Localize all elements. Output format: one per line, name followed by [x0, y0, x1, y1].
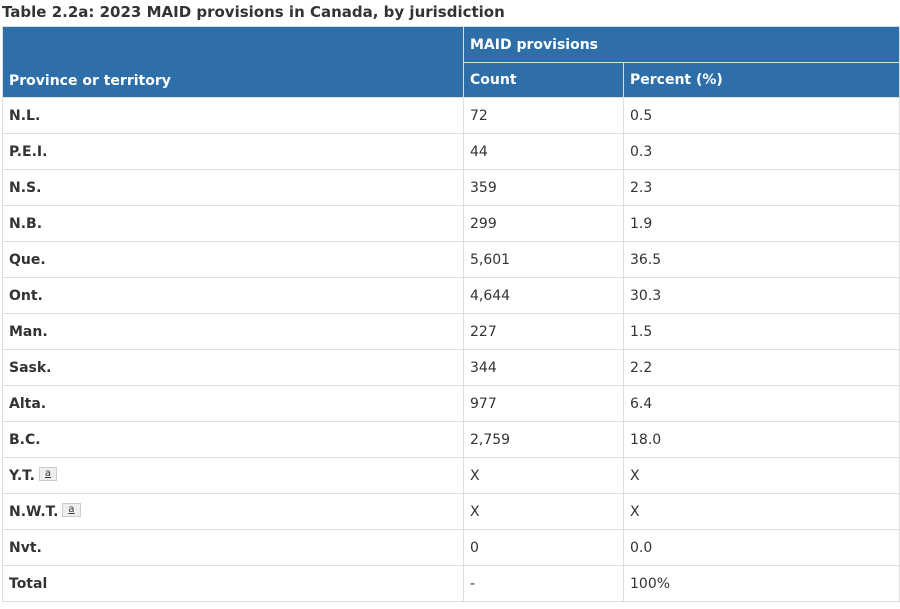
jurisdiction-label: Alta.	[9, 395, 47, 412]
cell-percent: X	[623, 457, 900, 494]
row-jurisdiction: N.L.	[2, 97, 464, 134]
cell-count: 0	[463, 529, 624, 566]
cell-count: -	[463, 565, 624, 602]
cell-count: 44	[463, 133, 624, 170]
cell-count: 977	[463, 385, 624, 422]
table-body: N.L. 72 0.5 P.E.I. 44 0.3 N.S. 359 2.3 N.B. 299 1.9…	[2, 97, 900, 602]
cell-percent: 30.3	[623, 277, 900, 314]
table-row: Que. 5,601 36.5	[2, 241, 900, 278]
footnote-link[interactable]: a	[62, 503, 81, 517]
row-jurisdiction: Alta.	[2, 385, 464, 422]
table-caption: Table 2.2a: 2023 MAID provisions in Cana…	[2, 3, 505, 21]
table-row: Nvt. 0 0.0	[2, 529, 900, 566]
row-jurisdiction: Man.	[2, 313, 464, 350]
cell-percent: 36.5	[623, 241, 900, 278]
row-jurisdiction: N.B.	[2, 205, 464, 242]
jurisdiction-label: Ont.	[9, 287, 43, 304]
cell-count: 359	[463, 169, 624, 206]
cell-percent: 0.3	[623, 133, 900, 170]
header-percent: Percent (%)	[623, 62, 900, 98]
jurisdiction-label: B.C.	[9, 431, 41, 448]
table-row: Total -100%	[2, 565, 900, 602]
row-jurisdiction: Y.T. a	[2, 457, 464, 494]
row-jurisdiction: Ont.	[2, 277, 464, 314]
header-count: Count	[463, 62, 624, 98]
cell-count: 299	[463, 205, 624, 242]
header-province-label: Province or territory	[9, 73, 171, 89]
cell-percent: 2.3	[623, 169, 900, 206]
cell-percent: 1.5	[623, 313, 900, 350]
row-jurisdiction: Nvt.	[2, 529, 464, 566]
maid-provisions-table: Province or territory MAID provisions Co…	[2, 26, 900, 602]
cell-percent: 18.0	[623, 421, 900, 458]
table-row: N.W.T. a X X	[2, 493, 900, 530]
jurisdiction-label: N.S.	[9, 179, 42, 196]
jurisdiction-label: Y.T.	[9, 468, 35, 484]
row-jurisdiction: Total	[2, 565, 464, 602]
cell-count: X	[463, 493, 624, 530]
row-jurisdiction: B.C.	[2, 421, 464, 458]
table-row: P.E.I. 44 0.3	[2, 133, 900, 170]
cell-count: 227	[463, 313, 624, 350]
table-row: B.C. 2,759 18.0	[2, 421, 900, 458]
table-row: N.B. 299 1.9	[2, 205, 900, 242]
row-jurisdiction: P.E.I.	[2, 133, 464, 170]
footnote-link[interactable]: a	[38, 467, 58, 481]
table-row: Man. 227 1.5	[2, 313, 900, 350]
table-row: Alta. 977 6.4	[2, 385, 900, 422]
cell-count: X	[463, 457, 624, 494]
cell-count: 344	[463, 349, 624, 386]
cell-count: 4,644	[463, 277, 624, 314]
jurisdiction-label: Sask.	[9, 359, 52, 376]
cell-percent: 0.0	[623, 529, 900, 566]
header-group: MAID provisions	[463, 26, 900, 63]
cell-percent: 100%	[623, 565, 900, 602]
jurisdiction-label: N.B.	[9, 215, 43, 232]
cell-percent: 1.9	[623, 205, 900, 242]
row-jurisdiction: Que.	[2, 241, 464, 278]
cell-count: 2,759	[463, 421, 624, 458]
table-row: Sask. 344 2.2	[2, 349, 900, 386]
row-jurisdiction: N.S.	[2, 169, 464, 206]
row-jurisdiction: N.W.T. a	[2, 493, 464, 530]
jurisdiction-label: N.W.T.	[9, 504, 59, 520]
table-row: Y.T. a X X	[2, 457, 900, 494]
header-province: Province or territory	[2, 26, 464, 98]
jurisdiction-label: P.E.I.	[9, 143, 48, 160]
cell-count: 72	[463, 97, 624, 134]
jurisdiction-label: Man.	[9, 323, 48, 340]
cell-percent: 6.4	[623, 385, 900, 422]
cell-percent: X	[623, 493, 900, 530]
jurisdiction-label: Total	[9, 575, 48, 592]
jurisdiction-label: Que.	[9, 251, 46, 268]
cell-count: 5,601	[463, 241, 624, 278]
row-jurisdiction: Sask.	[2, 349, 464, 386]
table-row: N.S. 359 2.3	[2, 169, 900, 206]
cell-percent: 0.5	[623, 97, 900, 134]
jurisdiction-label: Nvt.	[9, 539, 42, 556]
jurisdiction-label: N.L.	[9, 107, 41, 124]
table-row: Ont. 4,644 30.3	[2, 277, 900, 314]
table-row: N.L. 72 0.5	[2, 97, 900, 134]
cell-percent: 2.2	[623, 349, 900, 386]
